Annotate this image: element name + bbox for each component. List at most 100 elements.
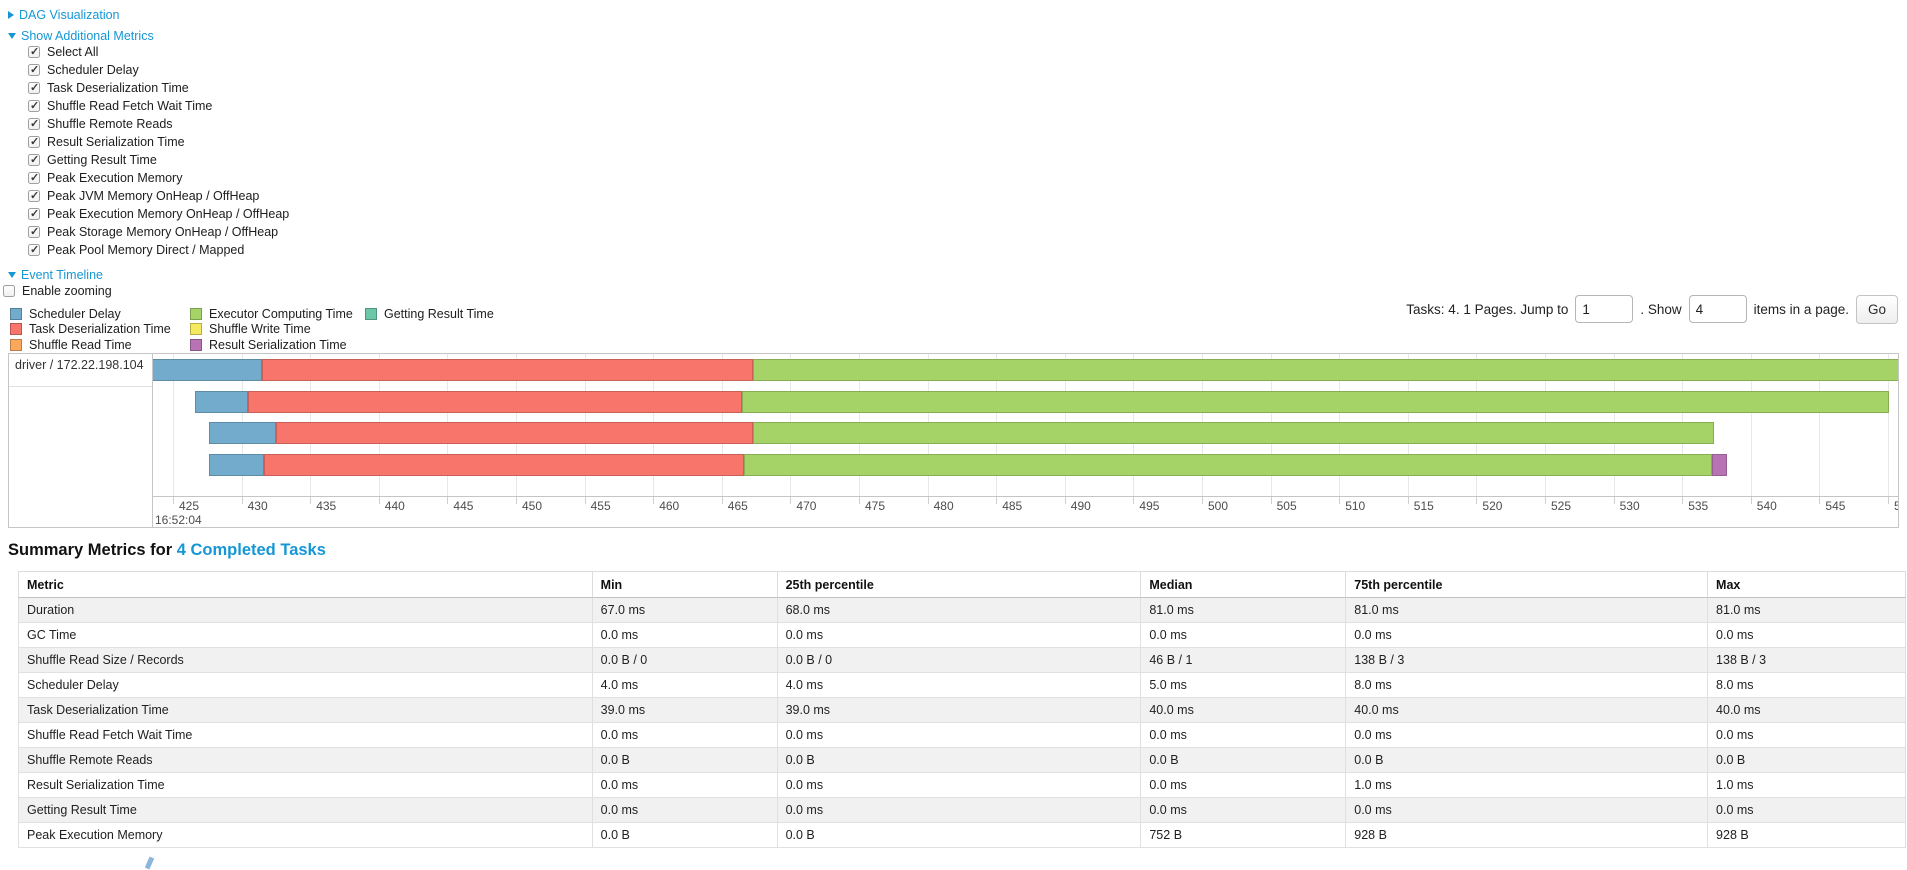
table-cell-value: 40.0 ms (1707, 697, 1906, 723)
table-cell-value: 752 B (1140, 822, 1347, 848)
task-bar (153, 422, 1898, 444)
axis-tick-mark (653, 497, 655, 504)
task-segment-task-deserialization[interactable] (262, 359, 754, 381)
table-cell-value: 39.0 ms (591, 697, 778, 723)
task-segment-task-deserialization[interactable] (275, 422, 754, 444)
table-cell-value: 81.0 ms (1707, 597, 1906, 623)
checkbox-checked-icon[interactable] (28, 243, 40, 256)
metric-checkbox-label: Task Deserialization Time (47, 80, 189, 95)
task-segment-result-serialization[interactable] (1712, 454, 1728, 476)
summary-table-head: Metric Min 25th percentile Median 75th perce… (18, 571, 1906, 598)
axis-tick-label: 485 (1002, 499, 1023, 513)
enable-zooming-label: Enable zooming (22, 284, 112, 298)
checkbox-checked-icon[interactable] (28, 171, 40, 184)
checkbox-checked-icon[interactable] (28, 63, 40, 76)
table-cell-value: 40.0 ms (1140, 697, 1347, 723)
event-timeline-label: Event Timeline (21, 268, 103, 282)
metric-checkbox-row: Result Serialization Time (28, 134, 185, 149)
task-segment-executor-computing[interactable] (743, 454, 1713, 476)
axis-tick-label: 515 (1413, 499, 1434, 513)
table-cell-metric: Task Deserialization Time (18, 697, 593, 723)
metric-checkbox-row: Shuffle Read Fetch Wait Time (28, 98, 212, 113)
axis-tick-label: 490 (1070, 499, 1091, 513)
task-segment-scheduler-delay[interactable] (208, 422, 276, 444)
table-cell-metric: Peak Execution Memory (18, 822, 593, 848)
axis-tick-mark (1888, 497, 1889, 504)
axis-tick-label: 470 (796, 499, 817, 513)
axis-tick-mark (721, 497, 723, 504)
metric-checkbox-label: Peak Pool Memory Direct / Mapped (47, 242, 245, 257)
checkbox-checked-icon[interactable] (28, 117, 40, 130)
table-cell-metric: GC Time (18, 622, 593, 648)
legend-label: Shuffle Read Time (29, 337, 132, 352)
label-column-divider (152, 354, 153, 527)
table-cell-value: 0.0 ms (1345, 722, 1709, 748)
completed-tasks-link[interactable]: 4 Completed Tasks (176, 541, 326, 559)
event-timeline-link[interactable]: Event Timeline (8, 268, 103, 282)
go-button[interactable]: Go (1855, 294, 1898, 324)
axis-tick-mark (790, 497, 792, 504)
axis-tick-mark (1819, 497, 1821, 504)
axis-tick-mark (310, 497, 312, 504)
table-header-cell: Min (591, 571, 778, 598)
task-segment-executor-computing[interactable] (753, 422, 1714, 444)
checkbox-checked-icon[interactable] (28, 207, 40, 220)
legend-entry: Task Deserialization Time (10, 322, 171, 338)
table-cell-value: 0.0 ms (1707, 622, 1906, 648)
task-segment-task-deserialization[interactable] (248, 391, 743, 413)
table-cell-value: 81.0 ms (1345, 597, 1709, 623)
tasks-summary-text: Tasks: 4. 1 Pages. Jump to (1406, 301, 1569, 317)
checkbox-checked-icon[interactable] (28, 189, 40, 202)
table-cell-value: 0.0 ms (591, 622, 778, 648)
timeline-plot-area (153, 354, 1898, 496)
checkbox-checked-icon[interactable] (28, 45, 40, 58)
task-segment-scheduler-delay[interactable] (208, 454, 264, 476)
axis-tick-label: 545 (1825, 499, 1846, 513)
table-cell-value: 0.0 ms (776, 722, 1142, 748)
table-cell-value: 0.0 ms (1345, 797, 1709, 823)
axis-gridline (173, 354, 174, 496)
table-row: Shuffle Read Size / Records 0.0 B / 0 0.0 … (18, 647, 1906, 673)
enable-zooming-row: Enable zooming (3, 284, 112, 298)
legend-column: Getting Result Time (365, 306, 494, 322)
task-segment-executor-computing[interactable] (753, 359, 1898, 381)
summary-metrics-table: Metric Min 25th percentile Median 75th perce… (18, 571, 1906, 848)
axis-gridline (1888, 354, 1889, 496)
jump-to-page-input[interactable] (1575, 295, 1634, 323)
task-segment-task-deserialization[interactable] (263, 454, 744, 476)
checkbox-checked-icon[interactable] (28, 153, 40, 166)
axis-tick-mark (516, 497, 517, 504)
table-cell-value: 5.0 ms (1140, 672, 1347, 698)
legend-entry: Result Serialization Time (190, 337, 353, 353)
result-serialization-swatch-icon (190, 338, 202, 351)
checkbox-checked-icon[interactable] (28, 99, 40, 112)
items-per-page-input[interactable] (1688, 295, 1747, 323)
dag-visualization-label: DAG Visualization (19, 8, 120, 22)
table-cell-value: 4.0 ms (776, 672, 1142, 698)
table-cell-value: 0.0 B (776, 747, 1142, 773)
axis-tick-label: 510 (1345, 499, 1366, 513)
dag-visualization-link[interactable]: DAG Visualization (8, 8, 120, 22)
checkbox-checked-icon[interactable] (28, 81, 40, 94)
metric-checkbox-row: Peak Storage Memory OnHeap / OffHeap (28, 224, 278, 239)
axis-tick-label: 495 (1139, 499, 1160, 513)
enable-zooming-checkbox[interactable] (3, 285, 15, 297)
axis-tick-mark (1545, 497, 1546, 504)
table-cell-value: 0.0 ms (1140, 772, 1347, 798)
task-segment-scheduler-delay[interactable] (153, 359, 263, 381)
chevron-down-icon (8, 33, 16, 39)
axis-tick-mark (1133, 497, 1135, 504)
metric-checkbox-row: Scheduler Delay (28, 62, 139, 77)
axis-tick-label: 550 (1894, 499, 1898, 513)
checkbox-checked-icon[interactable] (28, 225, 40, 238)
table-cell-value: 8.0 ms (1345, 672, 1709, 698)
executor-computing-swatch-icon (190, 307, 202, 320)
show-additional-metrics-link[interactable]: Show Additional Metrics (8, 29, 154, 43)
task-segment-scheduler-delay[interactable] (194, 391, 249, 413)
metric-checkbox-row: Peak Execution Memory OnHeap / OffHeap (28, 206, 289, 221)
table-cell-metric: Shuffle Read Size / Records (18, 647, 593, 673)
checkbox-checked-icon[interactable] (28, 135, 40, 148)
task-segment-executor-computing[interactable] (742, 391, 1890, 413)
task-bar (153, 391, 1898, 413)
axis-tick-mark (173, 497, 174, 504)
